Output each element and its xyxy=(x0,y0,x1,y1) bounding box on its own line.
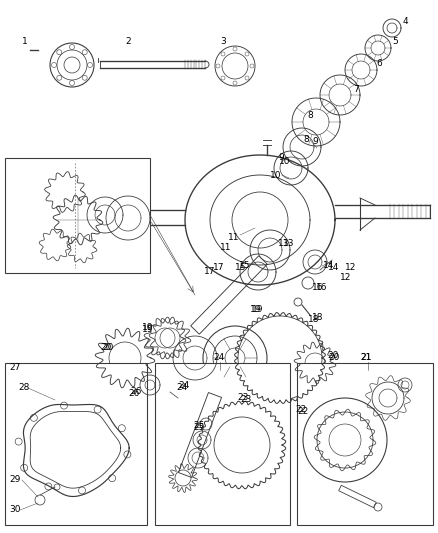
Text: 10: 10 xyxy=(279,157,290,166)
Text: 19: 19 xyxy=(142,324,153,333)
Text: 2: 2 xyxy=(125,37,131,46)
Text: 12: 12 xyxy=(340,273,351,282)
Text: 30: 30 xyxy=(9,505,21,514)
Text: 13: 13 xyxy=(278,239,290,248)
Text: 23: 23 xyxy=(240,395,251,405)
Text: 28: 28 xyxy=(18,384,29,392)
Text: 7: 7 xyxy=(353,85,359,93)
Text: 16: 16 xyxy=(316,284,328,293)
Text: 9: 9 xyxy=(278,154,284,163)
Text: 10: 10 xyxy=(270,171,282,180)
Text: 3: 3 xyxy=(220,37,226,46)
Text: 20: 20 xyxy=(100,343,111,352)
Bar xyxy=(155,363,290,525)
Text: 20: 20 xyxy=(328,352,339,361)
Text: 20: 20 xyxy=(102,343,113,352)
Text: 26: 26 xyxy=(128,390,139,399)
Text: 25: 25 xyxy=(193,423,205,432)
Text: 19: 19 xyxy=(142,326,153,335)
Text: 15: 15 xyxy=(239,262,251,271)
Text: 18: 18 xyxy=(312,313,324,322)
Text: 11: 11 xyxy=(220,244,232,253)
Text: 24: 24 xyxy=(178,382,189,391)
Text: 4: 4 xyxy=(403,18,409,27)
Text: 20: 20 xyxy=(327,351,339,359)
Text: 29: 29 xyxy=(9,475,21,484)
Text: 12: 12 xyxy=(345,263,357,272)
Text: 21: 21 xyxy=(360,353,371,362)
Text: 1: 1 xyxy=(22,37,28,46)
Bar xyxy=(5,363,147,525)
Text: 24: 24 xyxy=(213,353,224,362)
Text: 18: 18 xyxy=(308,316,319,325)
Bar xyxy=(297,363,433,525)
Text: 9: 9 xyxy=(312,136,318,146)
Text: 17: 17 xyxy=(204,268,215,277)
Text: 5: 5 xyxy=(392,37,398,46)
Text: 17: 17 xyxy=(213,263,225,272)
Text: 21: 21 xyxy=(360,353,371,362)
Text: 19: 19 xyxy=(250,305,261,314)
Text: 22: 22 xyxy=(297,408,308,416)
Text: 22: 22 xyxy=(295,406,306,415)
Text: 8: 8 xyxy=(303,135,309,144)
Text: 14: 14 xyxy=(323,261,334,270)
Text: 6: 6 xyxy=(376,60,382,69)
Text: 26: 26 xyxy=(130,387,141,397)
Text: 19: 19 xyxy=(252,305,264,314)
Text: 24: 24 xyxy=(176,384,187,392)
Text: 15: 15 xyxy=(235,263,247,272)
Text: 11: 11 xyxy=(228,233,240,243)
Text: 14: 14 xyxy=(328,263,339,272)
Bar xyxy=(5,158,150,273)
Text: 16: 16 xyxy=(312,282,324,292)
Text: 23: 23 xyxy=(237,393,248,402)
Text: 27: 27 xyxy=(9,364,21,373)
Text: 13: 13 xyxy=(283,239,294,248)
Text: 25: 25 xyxy=(193,421,205,430)
Text: 8: 8 xyxy=(307,111,313,120)
